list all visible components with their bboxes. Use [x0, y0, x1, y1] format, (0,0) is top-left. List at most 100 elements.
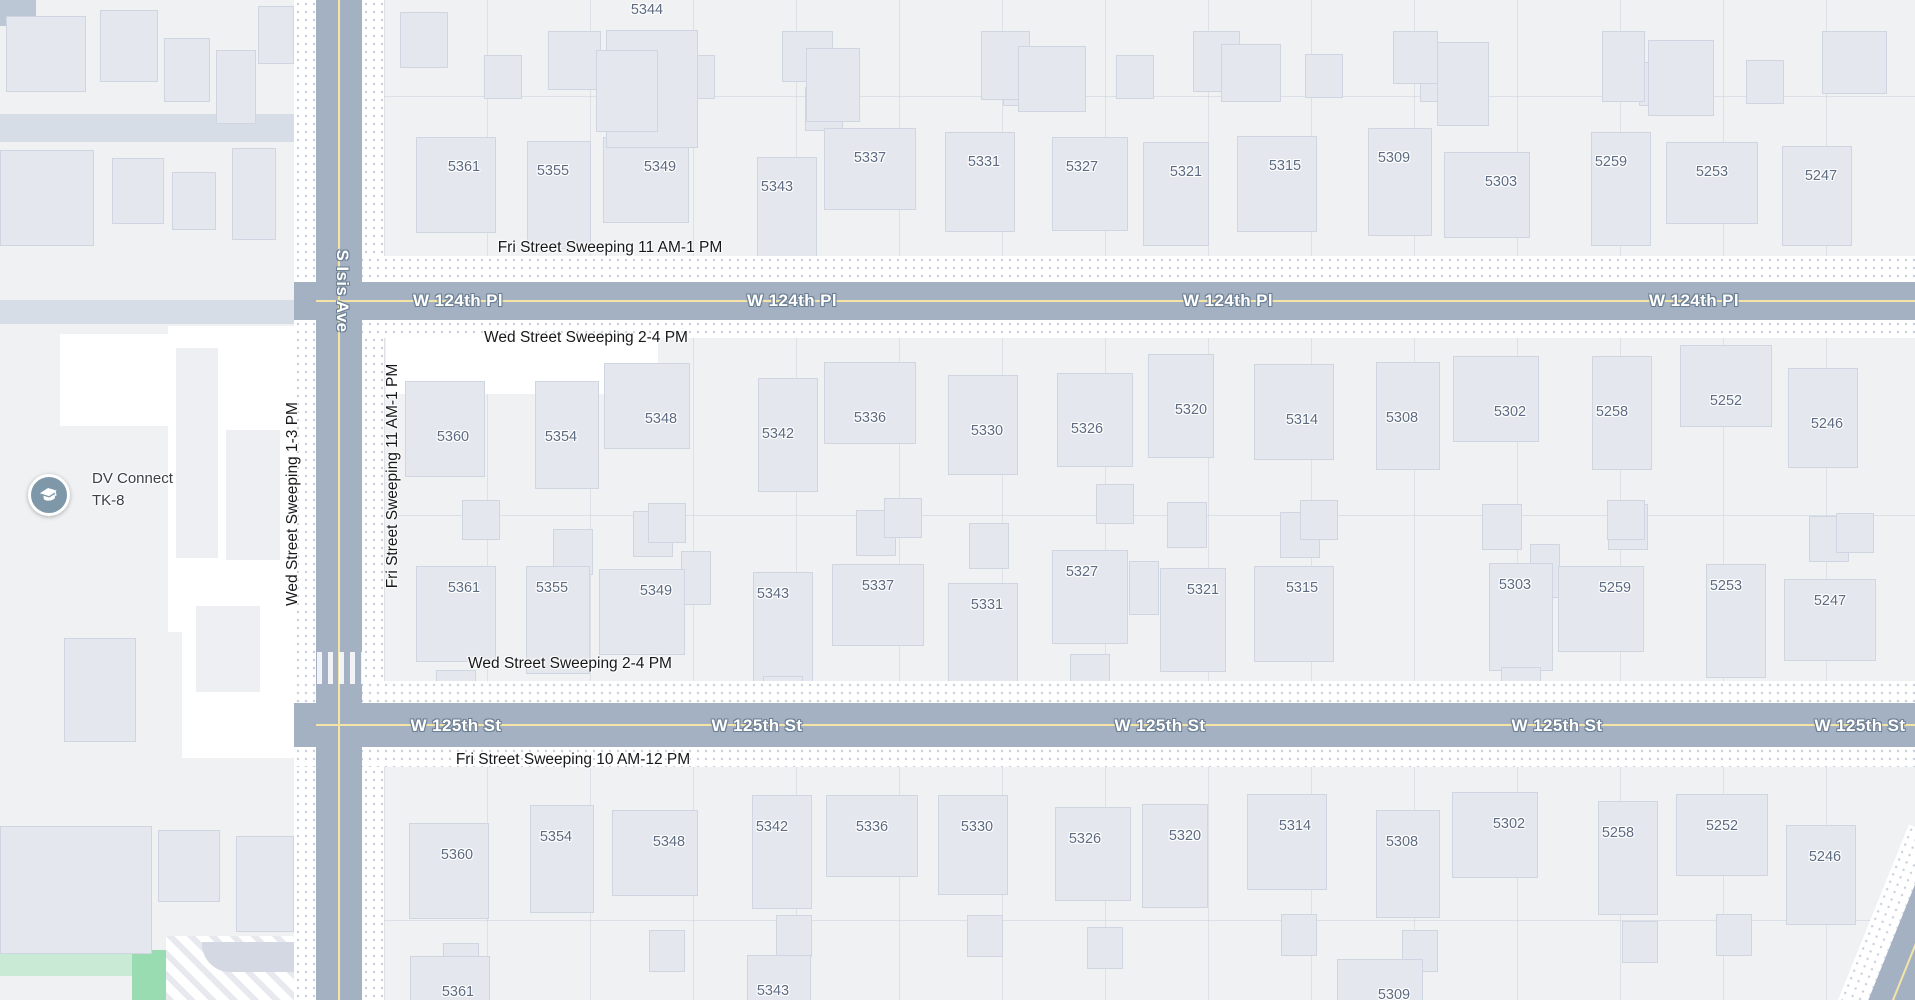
building [1592, 356, 1652, 470]
street-sweeping-label: Fri Street Sweeping 11 AM-1 PM [384, 363, 401, 589]
address-label: 5315 [1285, 580, 1319, 596]
address-label: 5343 [756, 983, 790, 999]
building [1648, 40, 1714, 116]
address-label: 5354 [544, 429, 578, 445]
building [1160, 568, 1226, 672]
school-building [226, 430, 280, 560]
building [164, 38, 210, 102]
address-label: 5247 [1813, 593, 1847, 609]
street-label-w-124th-pl: W 124th Pl [413, 291, 503, 310]
street-label-w-125th-st: W 125th St [1814, 716, 1906, 735]
school-building [196, 606, 260, 692]
building [232, 148, 276, 240]
building [752, 795, 812, 909]
map-pin-icon[interactable] [28, 474, 70, 526]
building [969, 523, 1009, 569]
address-label: 5320 [1168, 828, 1202, 844]
building [416, 137, 496, 233]
park-strip [0, 952, 134, 976]
building [112, 158, 164, 224]
building [758, 378, 818, 492]
building [1788, 368, 1858, 468]
street-sweeping-label: Fri Street Sweeping 11 AM-1 PM [497, 239, 723, 256]
address-label: 5302 [1493, 404, 1527, 420]
pin-circle [28, 474, 70, 516]
building [649, 930, 685, 972]
building [1143, 142, 1209, 246]
street-label-w-125th-st: W 125th St [1511, 716, 1603, 735]
address-label: 5320 [1174, 402, 1208, 418]
building [400, 12, 448, 68]
sidewalk-strip [362, 0, 384, 1000]
poi-name-line1: DV Connect [92, 470, 173, 487]
building [1622, 921, 1658, 963]
building [1129, 561, 1159, 615]
parcel-line [384, 920, 1915, 921]
school-grounds [60, 334, 172, 426]
poi-name-line2: TK-8 [92, 492, 125, 509]
address-label: 5259 [1594, 154, 1628, 170]
building [64, 638, 136, 742]
building [1254, 364, 1334, 460]
park-strip [132, 950, 168, 1000]
address-label: 5303 [1498, 577, 1532, 593]
building [824, 128, 916, 210]
building [1148, 354, 1214, 458]
address-label: 5253 [1709, 578, 1743, 594]
building [1393, 31, 1438, 84]
building [757, 157, 817, 271]
sidewalk-strip [294, 747, 1915, 767]
building [1116, 55, 1154, 99]
building [1706, 564, 1766, 678]
address-label: 5344 [630, 2, 664, 18]
building [216, 50, 256, 124]
address-label: 5309 [1377, 150, 1411, 166]
street-sweeping-label: Wed Street Sweeping 2-4 PM [484, 329, 688, 346]
crosswalk [317, 652, 362, 684]
building [1784, 579, 1876, 661]
building [806, 48, 860, 122]
building [1558, 566, 1644, 652]
street-label-s-isis-ave: S Isis Ave [333, 249, 352, 333]
poi-school-label[interactable]: DV Connect TK-8 [92, 468, 173, 512]
address-label: 5309 [1377, 987, 1411, 1000]
building [0, 826, 152, 954]
address-label: 5349 [643, 159, 677, 175]
building [100, 10, 158, 82]
road-center-line [338, 0, 340, 1000]
building [945, 132, 1015, 232]
street-label-w-124th-pl: W 124th Pl [1649, 291, 1739, 310]
building [1716, 914, 1752, 956]
building [1305, 54, 1343, 98]
building [1018, 46, 1086, 112]
building [1376, 362, 1440, 470]
graduation-cap-icon [39, 485, 59, 505]
building [548, 31, 601, 90]
address-label: 5361 [447, 159, 481, 175]
building [1746, 60, 1784, 104]
building [1591, 132, 1651, 246]
building [1482, 504, 1522, 550]
school-building [176, 348, 218, 558]
address-label: 5343 [756, 586, 790, 602]
address-label: 5355 [535, 580, 569, 596]
address-label: 5330 [960, 819, 994, 835]
street-label-w-125th-st: W 125th St [1114, 716, 1206, 735]
building [596, 50, 658, 132]
building [1052, 137, 1128, 231]
building [258, 6, 294, 64]
address-label: 5326 [1068, 831, 1102, 847]
address-label: 5308 [1385, 410, 1419, 426]
address-label: 5336 [855, 819, 889, 835]
street-sweeping-label: Wed Street Sweeping 2-4 PM [468, 655, 672, 672]
building [405, 381, 485, 477]
sidewalk-strip [294, 681, 1915, 703]
building [599, 569, 685, 655]
building [1822, 31, 1887, 94]
building [158, 830, 220, 902]
building [1676, 794, 1768, 876]
address-label: 5252 [1709, 393, 1743, 409]
building [1452, 792, 1538, 878]
building [1666, 142, 1758, 224]
